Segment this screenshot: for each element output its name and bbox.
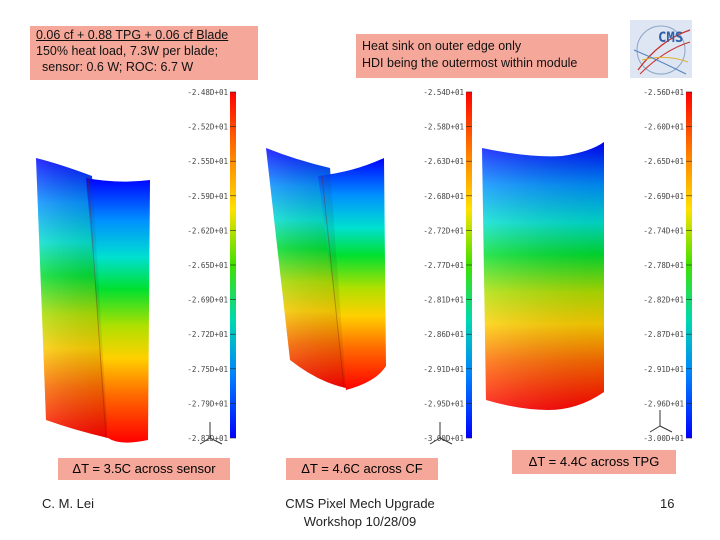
- scale-tick-label: -2.59D+01: [187, 192, 228, 201]
- scale-tick-label: -2.78D+01: [643, 261, 684, 270]
- scale-tick-label: -3.00D+01: [423, 434, 464, 443]
- plot-cf: [266, 148, 386, 390]
- scale-tick-label: -2.65D+01: [187, 261, 228, 270]
- scale-tick-label: -2.55D+01: [187, 157, 228, 166]
- scale-tick-label: -2.65D+01: [643, 157, 684, 166]
- axis-triad: [649, 410, 673, 433]
- axis-triad: [429, 422, 453, 445]
- scale-tick-label: -2.87D+01: [643, 330, 684, 339]
- scale-tick-label: -2.63D+01: [423, 157, 464, 166]
- scale-tick-label: -2.60D+01: [643, 123, 684, 132]
- axis-triad: [199, 422, 223, 445]
- color-scale-3: -2.56D+01 -2.60D+01 -2.65D+01 -2.69D+01 -2.7…: [643, 88, 692, 443]
- scale-tick-label: -2.91D+01: [643, 365, 684, 374]
- blade-description-note: 0.06 cf + 0.88 TPG + 0.06 cf Blade 150% …: [30, 26, 258, 80]
- plot-tpg: [482, 142, 604, 410]
- note-line-3: sensor: 0.6 W; ROC: 6.7 W: [42, 60, 194, 74]
- scale-tick-label: -2.95D+01: [423, 399, 464, 408]
- delta-t-tpg-label: ΔT = 4.4C across TPG: [512, 450, 676, 474]
- scale-tick-label: -2.75D+01: [187, 365, 228, 374]
- page-number: 16: [660, 496, 675, 511]
- scale-tick-label: -2.96D+01: [643, 399, 684, 408]
- scale-tick-label: -2.69D+01: [187, 296, 228, 305]
- note-line-1: Heat sink on outer edge only: [362, 39, 522, 53]
- scale-tick-label: -3.00D+01: [643, 434, 684, 443]
- scale-tick-label: -2.56D+01: [643, 88, 684, 97]
- scale-tick-label: -2.82D+01: [187, 434, 228, 443]
- scale-tick-label: -2.79D+01: [187, 399, 228, 408]
- event-name: CMS Pixel Mech Upgrade Workshop 10/28/09: [270, 495, 450, 531]
- cms-logo: CMS: [630, 20, 692, 78]
- plot-sensor: [36, 158, 150, 443]
- scale-tick-label: -2.48D+01: [187, 88, 228, 97]
- blade-front-layer: [86, 178, 150, 443]
- delta-t-sensor-label: ΔT = 3.5C across sensor: [58, 458, 230, 480]
- scale-tick-label: -2.91D+01: [423, 365, 464, 374]
- event-line-1: CMS Pixel Mech Upgrade: [285, 496, 435, 511]
- scale-tick-label: -2.77D+01: [423, 261, 464, 270]
- scale-tick-label: -2.54D+01: [423, 88, 464, 97]
- scale-tick-label: -2.69D+01: [643, 192, 684, 201]
- scale-tick-label: -2.58D+01: [423, 123, 464, 132]
- note-line-1: 0.06 cf + 0.88 TPG + 0.06 cf Blade: [36, 28, 229, 42]
- author-name: C. M. Lei: [42, 496, 95, 511]
- scale-tick-label: -2.62D+01: [187, 226, 228, 235]
- logo-text: CMS: [658, 30, 683, 46]
- scale-tick-label: -2.81D+01: [423, 296, 464, 305]
- color-scale-1: -2.48D+01 -2.52D+01 -2.55D+01 -2.59D+01 -2.6…: [187, 88, 236, 443]
- scale-tick-label: -2.74D+01: [643, 226, 684, 235]
- scale-tick-label: -2.72D+01: [187, 330, 228, 339]
- delta-t-cf-label: ΔT = 4.6C across CF: [286, 458, 438, 480]
- scale-tick-label: -2.86D+01: [423, 330, 464, 339]
- color-scale-2: -2.54D+01 -2.58D+01 -2.63D+01 -2.68D+01 -2.7…: [423, 88, 472, 443]
- heat-sink-note: Heat sink on outer edge only HDI being t…: [356, 34, 608, 78]
- scale-tick-label: -2.68D+01: [423, 192, 464, 201]
- blade-front-layer: [318, 158, 386, 390]
- scale-tick-label: -2.82D+01: [643, 296, 684, 305]
- scale-tick-label: -2.52D+01: [187, 123, 228, 132]
- note-line-2: 150% heat load, 7.3W per blade;: [36, 44, 219, 58]
- scale-tick-label: -2.72D+01: [423, 226, 464, 235]
- event-line-2: Workshop 10/28/09: [303, 514, 417, 529]
- note-line-2: HDI being the outermost within module: [362, 56, 578, 70]
